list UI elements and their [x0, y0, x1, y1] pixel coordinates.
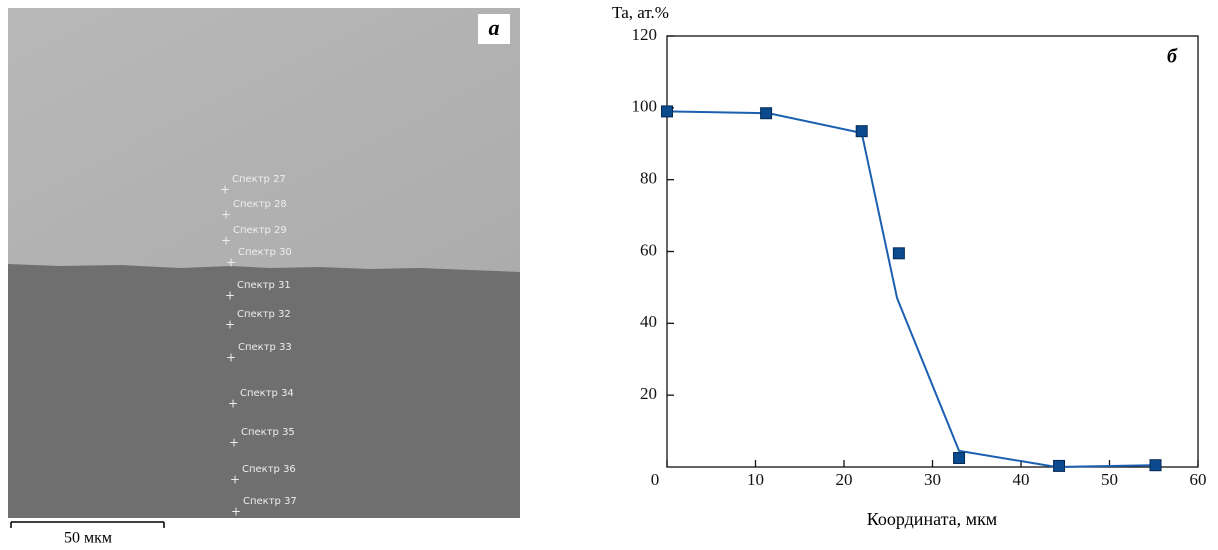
y-tick-label: 20 — [640, 384, 657, 403]
spectrum-label: Спектр 28 — [233, 199, 287, 210]
spectrum-point: + — [231, 505, 241, 519]
chart: Ta, ат.% Координата, мкм б 2040608010012… — [612, 3, 1207, 529]
y-tick-label: 60 — [640, 240, 657, 259]
y-tick-label: 80 — [640, 169, 657, 188]
spectrum-label: Спектр 37 — [243, 496, 297, 507]
y-tick-label: 120 — [632, 25, 658, 44]
x-tick-label: 50 — [1101, 470, 1118, 489]
spectrum-point: + — [221, 234, 231, 248]
marker — [1053, 459, 1066, 472]
marker — [1149, 459, 1162, 472]
y-tick-label: 40 — [640, 312, 657, 331]
spectrum-label: Спектр 35 — [241, 427, 295, 438]
spectrum-label: Спектр 36 — [242, 464, 296, 475]
spectrum-point: + — [228, 397, 238, 411]
marker — [953, 452, 966, 465]
x-tick-label: 0 — [651, 470, 660, 489]
spectrum-point: + — [230, 473, 240, 487]
spectrum-label: Спектр 27 — [232, 174, 286, 185]
micrograph: а 50 мкм — [8, 8, 520, 547]
spectrum-label: Спектр 32 — [237, 309, 291, 320]
panel-label: б — [1167, 46, 1178, 68]
x-tick-label: 30 — [924, 470, 941, 489]
spectrum-label: Спектр 30 — [238, 247, 292, 258]
spectrum-point: + — [229, 436, 239, 450]
spectrum-point: + — [220, 183, 230, 197]
spectrum-point: + — [225, 318, 235, 332]
marker — [760, 107, 773, 120]
spectrum-point: + — [226, 256, 236, 270]
x-tick-label: 40 — [1013, 470, 1030, 489]
panel-label-box — [478, 14, 510, 44]
plot-frame — [666, 35, 1199, 468]
spectrum-label: Спектр 31 — [237, 280, 291, 291]
spectrum-label: Спектр 34 — [240, 388, 294, 399]
spectrum-label: Спектр 29 — [233, 225, 287, 236]
spectrum-point: + — [226, 351, 236, 365]
spectrum-point: + — [221, 208, 231, 222]
x-tick-label: 60 — [1190, 470, 1207, 489]
x-tick-label: 20 — [836, 470, 853, 489]
y-axis-label: Ta, ат.% — [612, 3, 669, 22]
marker — [855, 125, 868, 138]
spectrum-label: Спектр 33 — [238, 342, 292, 353]
coating — [8, 8, 520, 272]
panel-label: а — [489, 15, 500, 40]
marker — [661, 105, 673, 118]
y-tick-label: 100 — [632, 97, 658, 116]
data-line — [666, 110, 1154, 469]
x-tick-label: 10 — [747, 470, 764, 489]
x-axis-label: Координата, мкм — [867, 509, 997, 529]
spectrum-point: + — [225, 289, 235, 303]
marker — [892, 247, 905, 260]
scale-bar-label: 50 мкм — [64, 530, 112, 547]
